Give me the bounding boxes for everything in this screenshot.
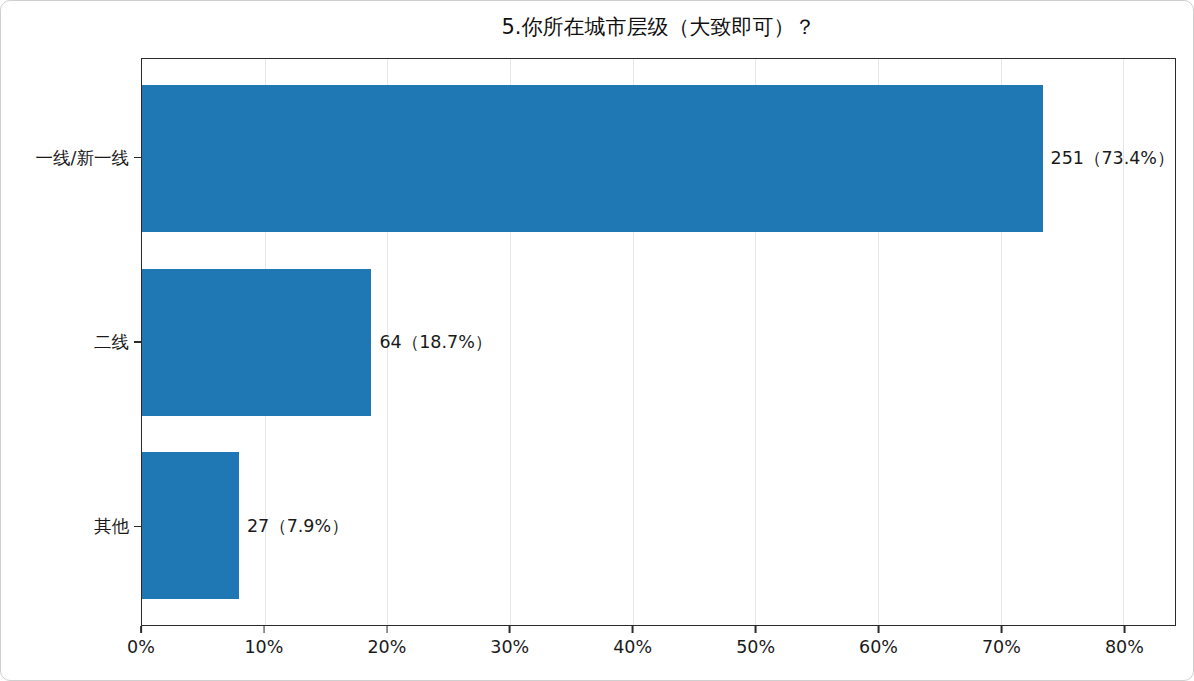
- x-tick-label: 50%: [736, 637, 775, 657]
- x-tick-mark: [386, 626, 388, 633]
- x-axis: 0% 10% 20% 30% 40% 50% 60% 70%: [141, 626, 1176, 676]
- x-tick-label: 10%: [244, 637, 283, 657]
- bar-value-label: 27（7.9%）: [247, 514, 349, 538]
- x-tick-group: 30%: [490, 626, 529, 657]
- x-tick-mark: [755, 626, 757, 633]
- y-tick-row: 一线/新一线: [36, 146, 141, 170]
- y-axis: 一线/新一线 二线 其他: [1, 58, 141, 626]
- x-tick-mark: [1124, 626, 1126, 633]
- y-tick-label: 二线: [94, 330, 129, 354]
- y-tick-label: 一线/新一线: [36, 146, 129, 170]
- bar-row: 27（7.9%）: [142, 452, 1175, 599]
- x-tick-group: 20%: [367, 626, 406, 657]
- y-tick-mark: [134, 341, 141, 343]
- x-tick-mark: [878, 626, 880, 633]
- x-tick-group: 10%: [244, 626, 283, 657]
- bar-other: [142, 452, 239, 599]
- bar-row: 251（73.4%）: [142, 85, 1175, 232]
- x-tick-mark: [509, 626, 511, 633]
- x-tick-group: 80%: [1105, 626, 1144, 657]
- x-tick-group: 0%: [127, 626, 155, 657]
- x-tick-mark: [263, 626, 265, 633]
- x-tick-mark: [1001, 626, 1003, 633]
- x-tick-group: 70%: [982, 626, 1021, 657]
- y-tick-row: 其他: [94, 514, 141, 538]
- x-tick-label: 0%: [127, 637, 155, 657]
- bar-value-label: 251（73.4%）: [1051, 146, 1175, 170]
- y-tick-label: 其他: [94, 514, 129, 538]
- bar-tier1: [142, 85, 1043, 232]
- chart-canvas: 5.你所在城市层级（大致即可）？ 251（73.4%） 64（18.7%） 27…: [0, 0, 1194, 681]
- bar-tier2: [142, 269, 371, 416]
- x-tick-label: 80%: [1105, 637, 1144, 657]
- x-tick-label: 30%: [490, 637, 529, 657]
- y-tick-mark: [134, 157, 141, 159]
- x-tick-label: 70%: [982, 637, 1021, 657]
- bar-row: 64（18.7%）: [142, 269, 1175, 416]
- x-tick-group: 50%: [736, 626, 775, 657]
- x-tick-label: 20%: [367, 637, 406, 657]
- x-tick-label: 60%: [859, 637, 898, 657]
- chart-title: 5.你所在城市层级（大致即可）？: [141, 13, 1176, 41]
- plot-area: 251（73.4%） 64（18.7%） 27（7.9%）: [141, 58, 1176, 626]
- bar-value-label: 64（18.7%）: [379, 330, 492, 354]
- x-tick-mark: [140, 626, 142, 633]
- x-tick-mark: [632, 626, 634, 633]
- x-tick-label: 40%: [613, 637, 652, 657]
- x-tick-group: 60%: [859, 626, 898, 657]
- x-tick-group: 40%: [613, 626, 652, 657]
- y-tick-mark: [134, 526, 141, 528]
- y-tick-row: 二线: [94, 330, 141, 354]
